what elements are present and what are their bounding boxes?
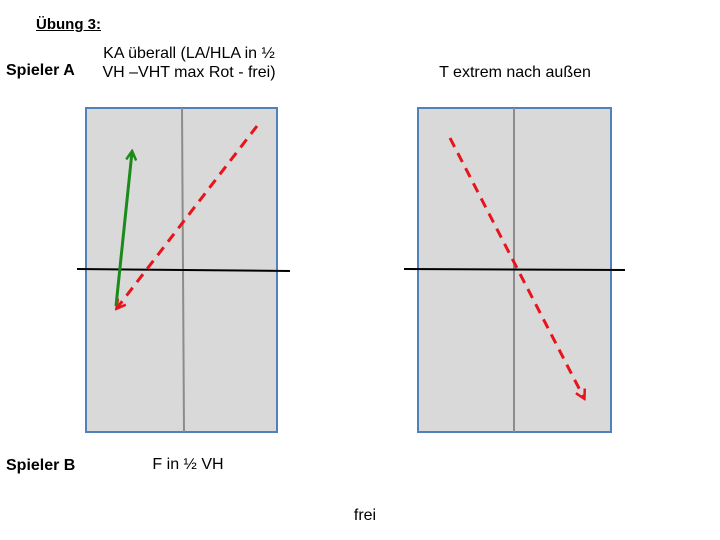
player-a-label: Spieler A [6, 62, 75, 79]
right-field-caption: T extrem nach außen [439, 64, 591, 81]
player-b-label: Spieler B [6, 457, 76, 474]
left-field-bottom-caption: F in ½ VH [152, 456, 224, 473]
footer-caption: frei [353, 507, 377, 524]
right-court [403, 107, 626, 433]
right-court-net-line [403, 268, 626, 271]
red-dashed-arrow-right [448, 137, 584, 398]
left-court [76, 107, 291, 433]
exercise-title: Übung 3: [36, 16, 101, 33]
green-arrow-left [114, 152, 132, 307]
red-dashed-arrow-left [117, 125, 259, 308]
left-court-net-line [76, 268, 291, 272]
left-field-caption: KA überall (LA/HLA in ½ VH –VHT max Rot … [102, 45, 276, 81]
